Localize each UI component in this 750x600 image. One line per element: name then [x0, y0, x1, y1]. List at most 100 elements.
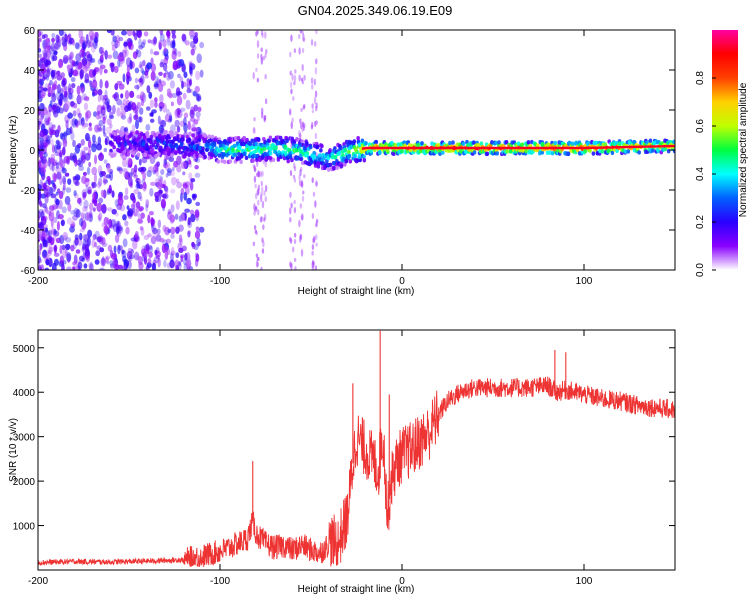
spectrogram-noise-cell [61, 167, 67, 174]
spectrogram-noise-cell [263, 115, 266, 121]
spectrogram-ridge-cell [326, 167, 331, 172]
spectrogram-noise-cell [73, 175, 79, 185]
spectrogram-noise-cell [42, 215, 48, 221]
spectrogram-noise-cell [39, 243, 43, 251]
spectrogram-noise-cell [46, 118, 50, 125]
spectrogram-noise-cell [313, 40, 317, 47]
spectrogram-noise-cell [136, 181, 140, 189]
spectrogram-noise-cell [147, 233, 152, 238]
spectrogram-noise-cell [97, 136, 102, 146]
spectrogram-noise-cell [299, 234, 302, 243]
snr-x-tick-label: 0 [399, 576, 405, 587]
spectrogram-noise-cell [299, 203, 303, 209]
spectrogram-ridge-cell [354, 146, 358, 152]
spectrogram-ridge-cell [163, 150, 167, 156]
spectrogram-noise-cell [86, 236, 91, 247]
spectrogram-noise-cell [162, 49, 167, 57]
spectrogram-noise-cell [79, 152, 85, 160]
spectrogram-noise-cell [157, 189, 164, 195]
spectrogram-noise-cell [88, 40, 94, 48]
spectrogram-noise-cell [252, 241, 256, 247]
spectrogram-ridge-cell [170, 153, 174, 158]
spectrogram-ridge-cell [553, 140, 558, 146]
spectrogram-noise-cell [139, 107, 144, 115]
spectrogram-noise-cell [38, 133, 42, 139]
spectrogram-noise-cell [293, 177, 297, 183]
spectrogram-noise-cell [150, 39, 156, 45]
spectrogram-noise-cell [191, 241, 195, 247]
spectrogram-ridge-cell [141, 142, 146, 147]
spectrogram-noise-cell [51, 92, 57, 103]
spectrogram-noise-cell [111, 209, 117, 215]
spectrogram-noise-cell [184, 40, 190, 46]
spectrogram-ridge-cell [343, 147, 348, 153]
spectrogram-noise-cell [105, 174, 111, 179]
spectrogram-ridge-cell [504, 140, 509, 145]
spectrogram-ridge-cell [292, 139, 297, 144]
spectrogram-noise-cell [59, 88, 64, 95]
spectrogram-noise-cell [174, 213, 179, 220]
spectrogram-noise-cell [253, 203, 256, 211]
spectrogram-noise-cell [51, 162, 55, 172]
spectrogram-noise-cell [154, 97, 158, 103]
spectrogram-noise-cell [137, 218, 144, 224]
spectrogram-noise-cell [314, 132, 318, 140]
spectrogram-noise-cell [74, 237, 79, 246]
spectrogram-noise-cell [260, 266, 263, 270]
spectrogram-noise-cell [51, 83, 58, 90]
spectrogram-ridge-cell [333, 155, 338, 160]
spectrogram-ridge-cell [188, 131, 192, 137]
spectrogram-ridge-cell [170, 147, 175, 152]
spectrogram-noise-cell [261, 170, 264, 177]
spectrogram-noise-cell [126, 157, 132, 166]
spectrogram-noise-cell [145, 203, 149, 212]
spectrogram-noise-cell [136, 254, 141, 261]
spectrogram-noise-cell [179, 107, 186, 112]
spectrogram-noise-cell [254, 183, 257, 189]
spectrogram-noise-cell [113, 65, 119, 74]
spectrogram-noise-cell [67, 34, 71, 45]
spectrogram-noise-cell [315, 242, 318, 247]
spectrogram-noise-cell [253, 225, 257, 230]
spectrogram-noise-cell [162, 39, 167, 48]
spectrogram-noise-cell [163, 245, 169, 253]
spectrogram-noise-cell [290, 88, 293, 95]
snr-series-line [38, 376, 675, 567]
spectrogram-noise-cell [138, 116, 142, 123]
colorbar-label: Normalized spectral amplitude [738, 82, 749, 217]
spectrogram-noise-cell [256, 261, 259, 268]
spectrogram-noise-cell [58, 190, 64, 200]
spectrogram-noise-cell [312, 191, 316, 197]
spectrogram-noise-cell [175, 226, 180, 234]
spectrogram-ridge-cell [495, 151, 500, 156]
spectrogram-noise-cell [76, 94, 83, 104]
spectrogram-noise-cell [74, 118, 78, 126]
spectrogram-ridge-cell [347, 153, 352, 159]
spectrogram-noise-cell [53, 172, 57, 183]
spectrogram-noise-cell [194, 172, 201, 178]
spectrogram-noise-cell [127, 40, 133, 48]
spectrogram-noise-cell [120, 110, 126, 116]
spectrogram-noise-cell [123, 41, 129, 47]
spectrogram-noise-cell [62, 138, 68, 148]
spectrogram-noise-cell [117, 197, 124, 206]
spectrogram-noise-cell [53, 50, 58, 56]
spectrogram-noise-cell [263, 216, 266, 223]
spectrogram-noise-cell [315, 102, 318, 109]
spectrogram-noise-cell [164, 185, 169, 195]
spectrogram-ridge-cell [610, 150, 615, 156]
spectrogram-noise-cell [96, 202, 103, 213]
spectrogram-noise-cell [84, 72, 90, 83]
spectrogram-noise-cell [47, 104, 52, 111]
spectrogram-noise-cell [165, 238, 172, 244]
spectrogram-noise-cell [38, 159, 42, 169]
spectrogram-noise-cell [45, 120, 50, 126]
spectrogram-ridge-cell [143, 152, 148, 158]
spectrogram-noise-cell [123, 195, 129, 200]
spectrogram-noise-cell [126, 30, 133, 37]
spectrogram-ridge-cell [178, 150, 182, 155]
spectrogram-noise-cell [88, 122, 92, 127]
spectrogram-noise-cell [189, 78, 193, 87]
spectrogram-ridge-cell [485, 151, 490, 157]
spectrogram-noise-cell [69, 100, 75, 107]
